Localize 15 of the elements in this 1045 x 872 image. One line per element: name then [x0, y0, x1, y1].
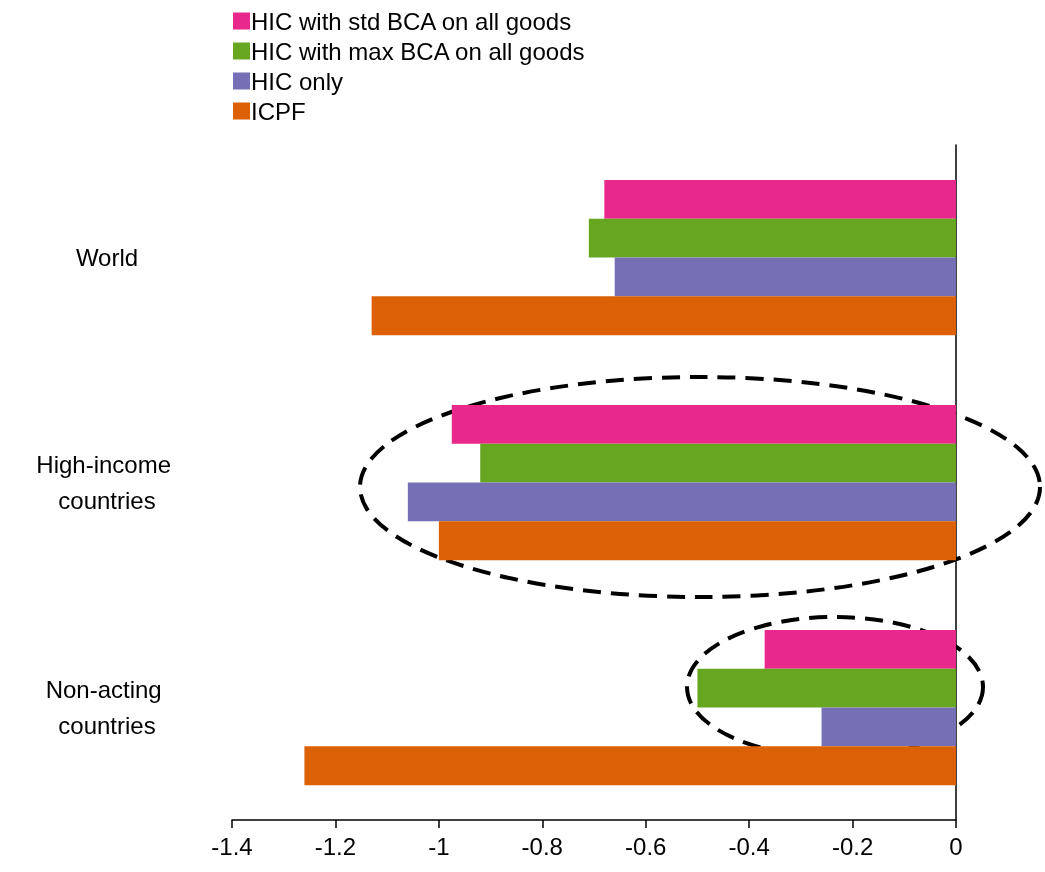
x-tick-label: -1.2	[314, 832, 357, 860]
y-tick-label: World	[75, 244, 139, 271]
legend-label: ICPF	[251, 97, 306, 125]
y-tick-label: Non-acting countries	[45, 676, 169, 739]
x-tick-label: -0.6	[625, 832, 667, 860]
x-tick-label: -1.4	[211, 832, 253, 860]
x-tick-label: 0	[949, 832, 963, 860]
legend-label: HIC with std BCA on all goods	[251, 7, 572, 35]
x-tick-label: -0.4	[728, 832, 770, 860]
x-tick-label: -1	[428, 832, 450, 860]
legend-label: HIC with max BCA on all goods	[251, 37, 585, 65]
y-tick-label: High-income countries	[36, 451, 178, 514]
legend-label: HIC only	[251, 67, 344, 95]
x-tick-label: -0.8	[521, 832, 563, 860]
x-tick-label: -0.2	[831, 832, 874, 860]
